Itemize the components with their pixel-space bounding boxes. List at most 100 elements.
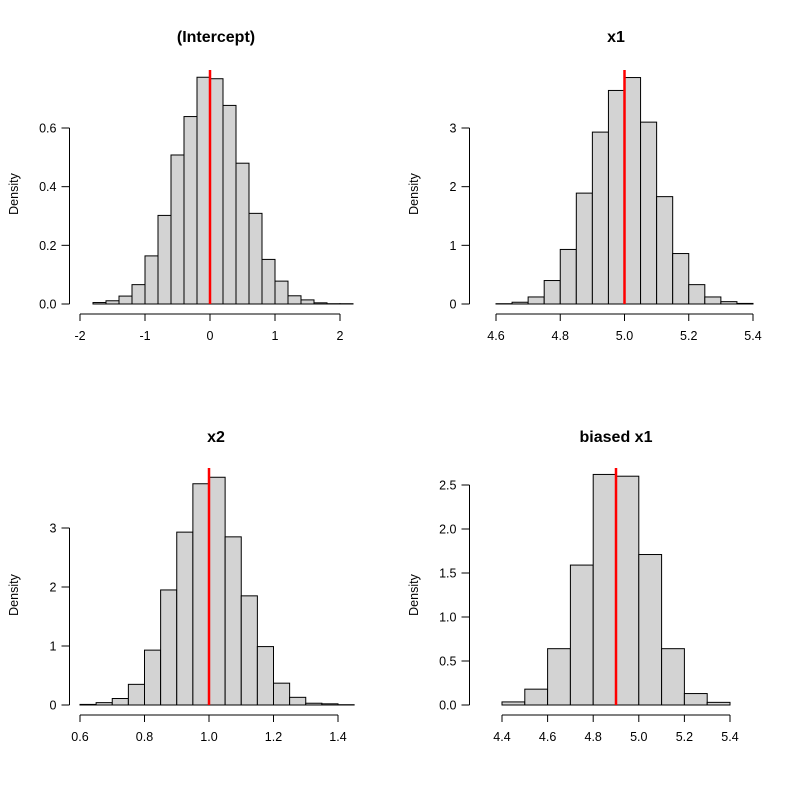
histogram-bar [119,296,132,304]
histogram-bar [184,117,197,304]
histogram-bar [145,650,161,705]
y-tick-label: 0.5 [439,655,456,669]
histogram-bar [290,697,306,705]
x-tick-label: 5.0 [630,730,647,744]
y-tick-label: 1 [450,239,457,253]
histogram-bar [592,132,608,304]
histogram-bar [210,79,223,304]
histogram-panel-4: biased x1 4.4 4.6 4.8 5.0 5.2 5.4 0.0 0.5 1.0 1.5 2… [407,429,739,744]
x-tick-label: 5.4 [744,329,761,343]
histogram-bar [593,474,616,705]
histogram-bar [106,301,119,304]
histogram-bar [161,590,177,705]
histogram-bar [145,256,158,304]
histogram-bar [93,303,106,304]
y-tick-label: 2 [450,180,457,194]
histogram-bar [306,703,322,705]
y-tick-label: 0.4 [39,180,56,194]
histogram-bar [528,297,544,304]
histogram-bar [657,197,673,304]
histogram-bar [737,303,753,304]
y-tick-label: 0 [50,699,57,713]
histogram-bar [684,694,707,705]
histogram-bar [193,484,209,705]
histogram-bar [322,704,338,705]
x-tick-label: 4.6 [487,329,504,343]
histogram-bar [512,302,528,304]
histogram-bar [662,649,685,705]
y-tick-label: 1.5 [439,567,456,581]
histogram-bar [132,285,145,304]
y-tick-label: 0 [450,298,457,312]
y-axis-label: Density [407,573,421,615]
x-tick-label: 0.8 [136,730,153,744]
x-tick-label: 4.8 [552,329,569,343]
histogram-bar [673,254,689,304]
histogram-bar [548,649,571,705]
x-tick-label: 2 [337,329,344,343]
histogram-bar [225,537,241,705]
histogram-bar [262,259,275,304]
histogram-bar [641,122,657,304]
histogram-bar [625,78,641,304]
x-tick-label: 5.2 [676,730,693,744]
y-tick-label: 3 [50,522,57,536]
x-tick-label: 4.4 [493,730,510,744]
histogram-bar [639,555,662,705]
histogram-bar [128,684,144,705]
histogram-bar [197,77,210,304]
histogram-bar [707,702,730,705]
x-tick-label: -1 [139,329,150,343]
histogram-bar [236,163,249,304]
histogram-bar [80,704,96,705]
histogram-bar [223,105,236,304]
x-tick-label: 1 [272,329,279,343]
x-tick-label: 5.4 [721,730,738,744]
x-tick-label: 5.0 [616,329,633,343]
histogram-bar [570,565,593,705]
x-tick-label: 4.8 [585,730,602,744]
histogram-bar [544,281,560,304]
y-axis-label: Density [7,172,21,214]
histogram-bar [616,476,639,705]
histogram-bar [275,281,288,304]
histogram-bar [112,699,128,705]
y-tick-label: 0.2 [39,239,56,253]
y-tick-label: 2.5 [439,479,456,493]
histogram-bar [241,596,257,705]
histogram-bar [288,296,301,304]
x-tick-label: 1.0 [200,730,217,744]
histogram-bar [301,300,314,304]
y-axis-label: Density [7,573,21,615]
histogram-bar [525,689,548,705]
histogram-bar [576,193,592,304]
y-tick-label: 1 [50,640,57,654]
panel-title: x1 [607,29,625,46]
histogram-bar [314,303,327,304]
histogram-bar [502,702,525,705]
panel-title: (Intercept) [177,29,255,46]
histogram-bar [608,90,624,304]
panel-title: x2 [207,429,225,446]
histogram-bar [705,297,721,304]
histogram-bar [158,215,171,304]
y-tick-label: 1.0 [439,611,456,625]
y-tick-label: 2.0 [439,523,456,537]
x-tick-label: 1.4 [329,730,346,744]
histogram-bar [274,683,290,705]
x-tick-label: 5.2 [680,329,697,343]
histogram-bar [721,302,737,304]
y-tick-label: 0.0 [439,699,456,713]
x-tick-label: 4.6 [539,730,556,744]
x-tick-label: 0 [207,329,214,343]
y-axis-label: Density [407,172,421,214]
y-tick-label: 2 [50,581,57,595]
histogram-bar [560,249,576,304]
panel-title: biased x1 [580,429,653,446]
y-tick-label: 0.6 [39,122,56,136]
x-tick-label: 1.2 [265,730,282,744]
